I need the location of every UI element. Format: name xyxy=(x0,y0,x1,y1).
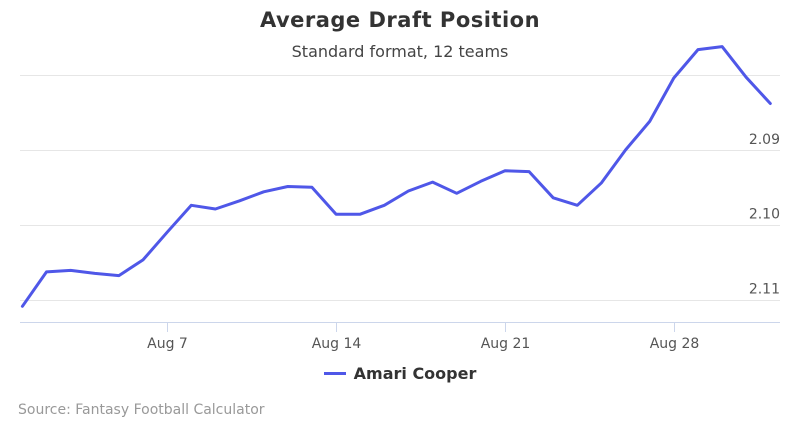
chart-subtitle: Standard format, 12 teams xyxy=(291,42,509,61)
legend-item-amari-cooper[interactable]: Amari Cooper xyxy=(0,364,800,383)
series-line-amari-cooper xyxy=(20,45,772,308)
legend-label: Amari Cooper xyxy=(353,364,477,383)
x-tick-label: Aug 21 xyxy=(481,336,531,352)
x-tick-label: Aug 14 xyxy=(312,336,362,352)
x-tick-label: Aug 28 xyxy=(650,336,700,352)
source-credit[interactable]: Source: Fantasy Football Calculator xyxy=(18,402,265,418)
x-tick-label: Aug 7 xyxy=(147,336,188,352)
y-tick-label: 2.11 xyxy=(749,282,780,298)
y-tick-label: 2.10 xyxy=(749,207,780,223)
chart-title: Average Draft Position xyxy=(259,8,541,32)
y-tick-label: 2.09 xyxy=(749,132,780,148)
legend-line-swatch xyxy=(323,372,346,375)
